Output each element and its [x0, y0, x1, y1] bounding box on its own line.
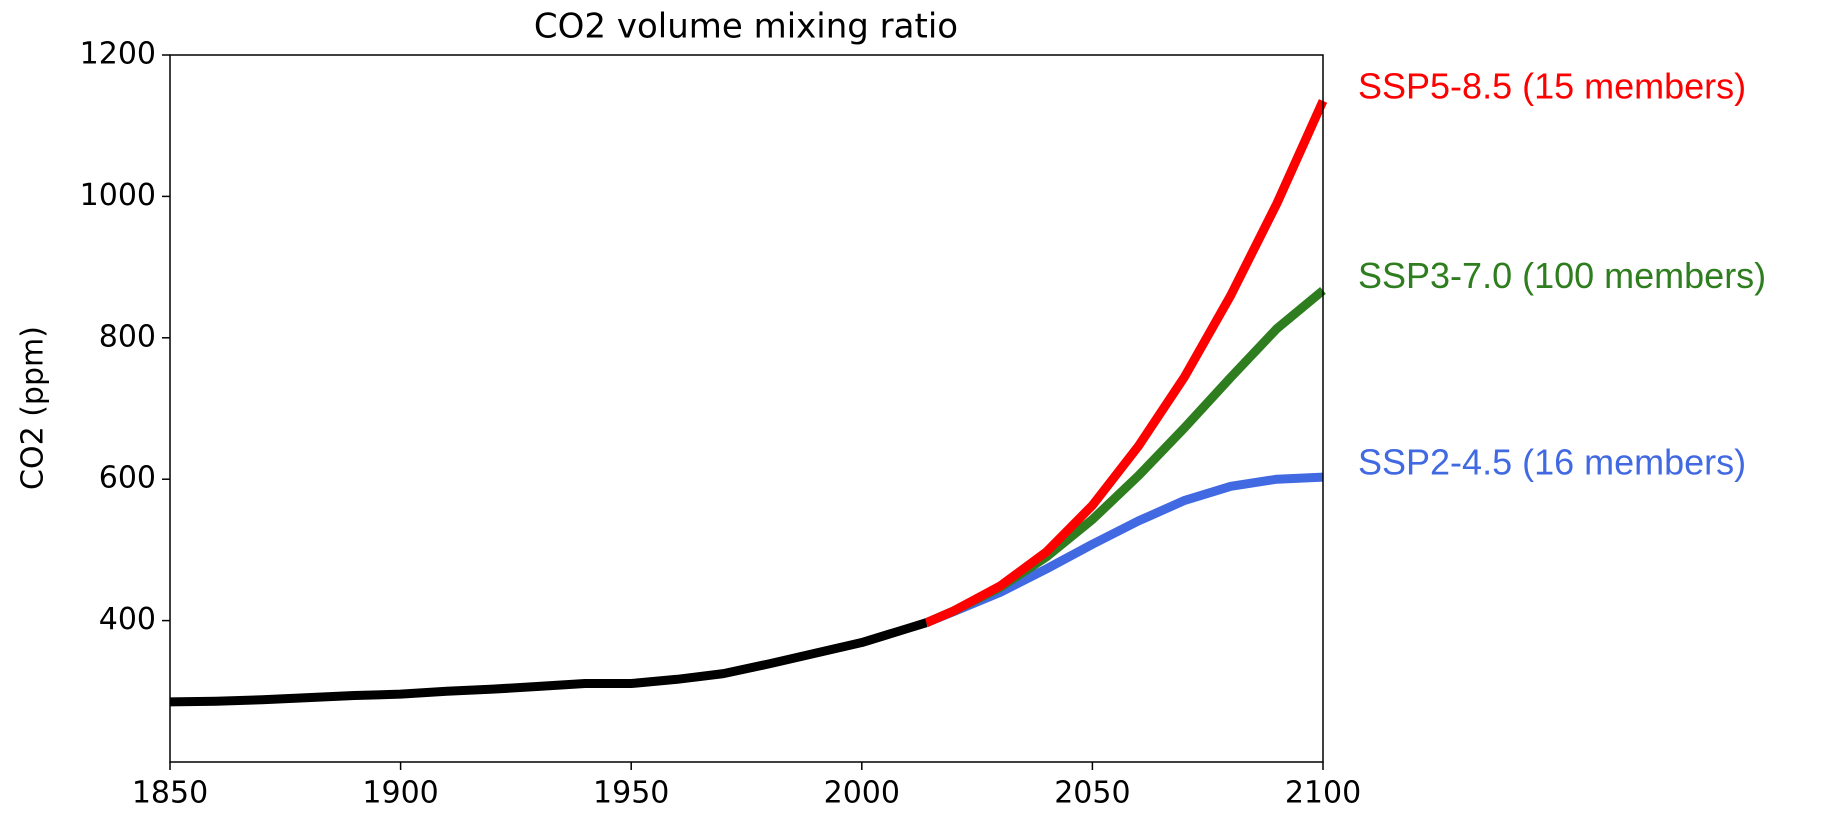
x-tick-label: 2050: [1054, 776, 1130, 811]
x-tick-label: 2000: [824, 776, 900, 811]
series-label: SSP5-8.5 (15 members): [1358, 65, 1746, 106]
x-tick-label: 1850: [132, 776, 208, 811]
y-tick-label: 800: [99, 319, 156, 354]
chart-title: CO2 volume mixing ratio: [534, 7, 958, 47]
y-axis-label: CO2 (ppm): [16, 326, 51, 490]
x-tick-label: 1900: [362, 776, 438, 811]
y-tick-label: 1200: [80, 37, 156, 72]
series-line: [924, 472, 1324, 627]
series-label: SSP3-7.0 (100 members): [1358, 255, 1766, 296]
y-tick-label: 400: [99, 602, 156, 637]
x-tick-label: 2100: [1285, 776, 1361, 811]
series-line: [169, 618, 928, 707]
plot-frame: [169, 54, 1324, 763]
series-line: [924, 99, 1328, 627]
x-tick-label: 1950: [593, 776, 669, 811]
series-label: SSP2-4.5 (16 members): [1358, 442, 1746, 483]
y-tick-label: 600: [99, 461, 156, 496]
y-tick-label: 1000: [80, 178, 156, 213]
